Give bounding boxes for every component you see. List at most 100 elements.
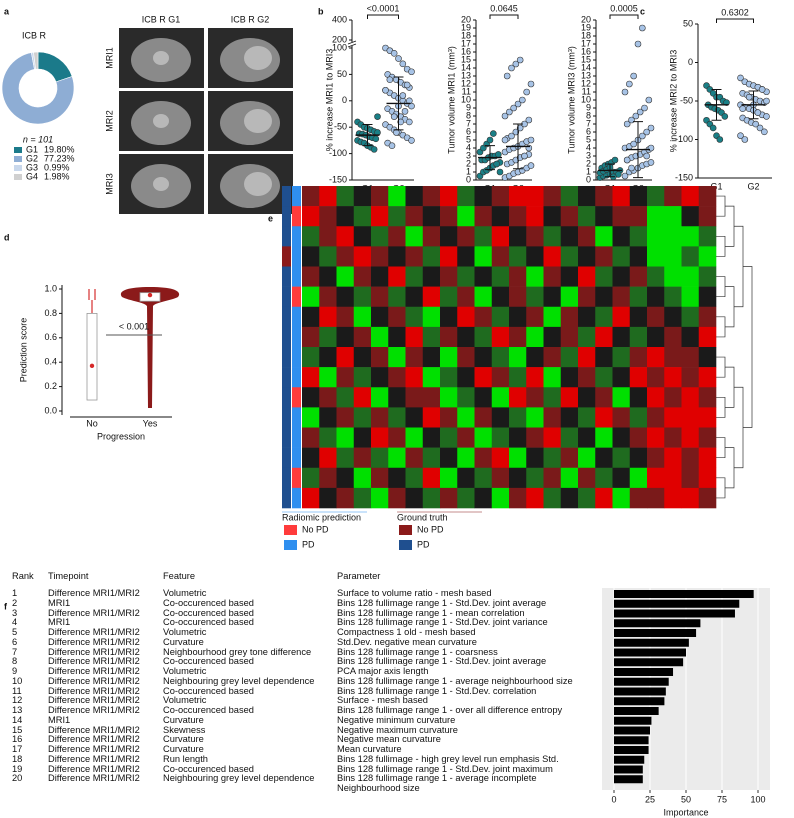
- heatmap-cell: [629, 286, 648, 308]
- table-cell: Co-occurenced based: [163, 685, 254, 696]
- table-cell: Volumetric: [163, 695, 207, 706]
- prediction-strip: [292, 367, 301, 388]
- x-tick-label: G2: [747, 181, 759, 191]
- table-cell: Bins 128 fullimage range 1 - Std.Dev. jo…: [337, 597, 547, 608]
- heatmap-cell: [698, 447, 717, 469]
- y-axis-label: % increase MRI1 to MRI3: [324, 49, 334, 152]
- heatmap-cell: [491, 407, 510, 428]
- heatmap-cell: [474, 447, 493, 469]
- heatmap-cell: [560, 306, 579, 328]
- heatmap-cell: [664, 266, 682, 287]
- heatmap-cell: [526, 246, 544, 267]
- data-point: [501, 136, 509, 144]
- heatmap-cell: [647, 306, 665, 328]
- truth-strip: [282, 467, 291, 489]
- heatmap-cell: [336, 407, 355, 428]
- heatmap-cell: [388, 246, 406, 267]
- heatmap-cell: [405, 387, 424, 408]
- bar: [614, 648, 686, 657]
- table-cell: Curvature: [163, 714, 204, 725]
- prediction-strip: [292, 347, 301, 368]
- heatmap-cell: [405, 246, 424, 267]
- heatmap-cell: [681, 407, 700, 428]
- heatmap-cell: [440, 387, 458, 408]
- y-tick-label: 20: [461, 14, 471, 24]
- table-cell: PCA major axis length: [337, 666, 429, 676]
- heatmap-cell: [353, 467, 372, 489]
- heatmap-cell: [422, 226, 441, 247]
- heatmap-cell: [664, 427, 682, 448]
- table-cell: Difference MRI1/MRI2: [48, 627, 140, 637]
- heatmap-cell: [595, 467, 613, 489]
- heatmap-cell: [664, 487, 682, 509]
- heatmap-cell: [578, 347, 596, 368]
- error-bar: [485, 145, 495, 171]
- heatmap-cell: [560, 407, 579, 428]
- table-cell: Bins 128 fullimage range 1 - Std.Dev. jo…: [337, 656, 547, 667]
- heatmap-cell: [422, 367, 441, 388]
- heatmap-cell: [595, 487, 613, 509]
- y-tick-label: 4: [466, 142, 471, 152]
- y-tick-label: 0.6: [44, 332, 57, 342]
- data-point: [399, 92, 407, 99]
- heatmap-cell: [474, 206, 493, 227]
- dendrogram: [734, 225, 744, 308]
- heatmap-cell: [560, 286, 579, 308]
- heatmap-cell: [647, 286, 665, 308]
- y-tick-label: 14: [581, 62, 591, 72]
- data-point: [512, 60, 520, 68]
- data-point: [754, 109, 762, 116]
- heatmap-cell: [698, 407, 717, 428]
- y-tick-label: 1: [466, 166, 471, 176]
- heatmap-cell: [405, 206, 424, 227]
- heatmap-cell: [388, 326, 406, 348]
- data-point: [527, 136, 535, 144]
- heatmap-cell: [698, 427, 717, 448]
- table-cell: Curvature: [163, 744, 204, 754]
- heatmap-cell: [647, 467, 665, 489]
- heatmap-cell: [698, 467, 717, 489]
- heatmap-cell: [422, 347, 441, 368]
- heatmap-cell: [664, 246, 682, 267]
- heatmap-cell: [595, 306, 613, 328]
- heatmap-cell: [526, 206, 544, 227]
- heatmap-cell: [474, 266, 493, 287]
- heatmap-cell: [526, 467, 544, 489]
- heatmap-cell: [698, 367, 717, 388]
- heatmap-cell: [698, 206, 717, 227]
- heatmap-cell: [388, 427, 406, 448]
- data-point: [741, 136, 749, 143]
- heatmap-cell: [543, 226, 562, 247]
- heatmap-cell: [612, 367, 631, 388]
- legend-swatch: [284, 540, 297, 550]
- heatmap-cell: [629, 387, 648, 408]
- data-point: [390, 49, 398, 57]
- table-cell: Co-occurenced based: [163, 597, 254, 608]
- table-cell: 13: [12, 705, 23, 715]
- heatmap-cell: [526, 286, 544, 308]
- error-bar: [605, 163, 615, 178]
- heatmap-cell: [440, 306, 458, 328]
- heatmap-cell: [698, 387, 717, 408]
- prediction-strip: [292, 407, 301, 428]
- heatmap-cell: [629, 186, 648, 207]
- dendrogram: [716, 316, 726, 338]
- heatmap-cell: [388, 306, 406, 328]
- heatmap-cell: [560, 347, 579, 368]
- heatmap-cell: [388, 226, 406, 247]
- p-value: 0.0645: [490, 3, 518, 13]
- y-tick-label: 1: [586, 166, 591, 176]
- heatmap-cell: [578, 467, 596, 489]
- heatmap-cell: [302, 487, 320, 509]
- table-cell: Std.Dev. negative mean curvature: [337, 636, 477, 647]
- heatmap-cell: [595, 286, 613, 308]
- y-tick-label: -150: [675, 172, 693, 182]
- data-point: [643, 152, 650, 160]
- heatmap-cell: [612, 487, 631, 509]
- heatmap-cell: [388, 367, 406, 388]
- heatmap-cell: [405, 186, 424, 207]
- heatmap-cell: [405, 226, 424, 247]
- heatmap-cell: [319, 487, 337, 509]
- heatmap-cell: [319, 387, 337, 408]
- table-cell: 15: [12, 724, 23, 735]
